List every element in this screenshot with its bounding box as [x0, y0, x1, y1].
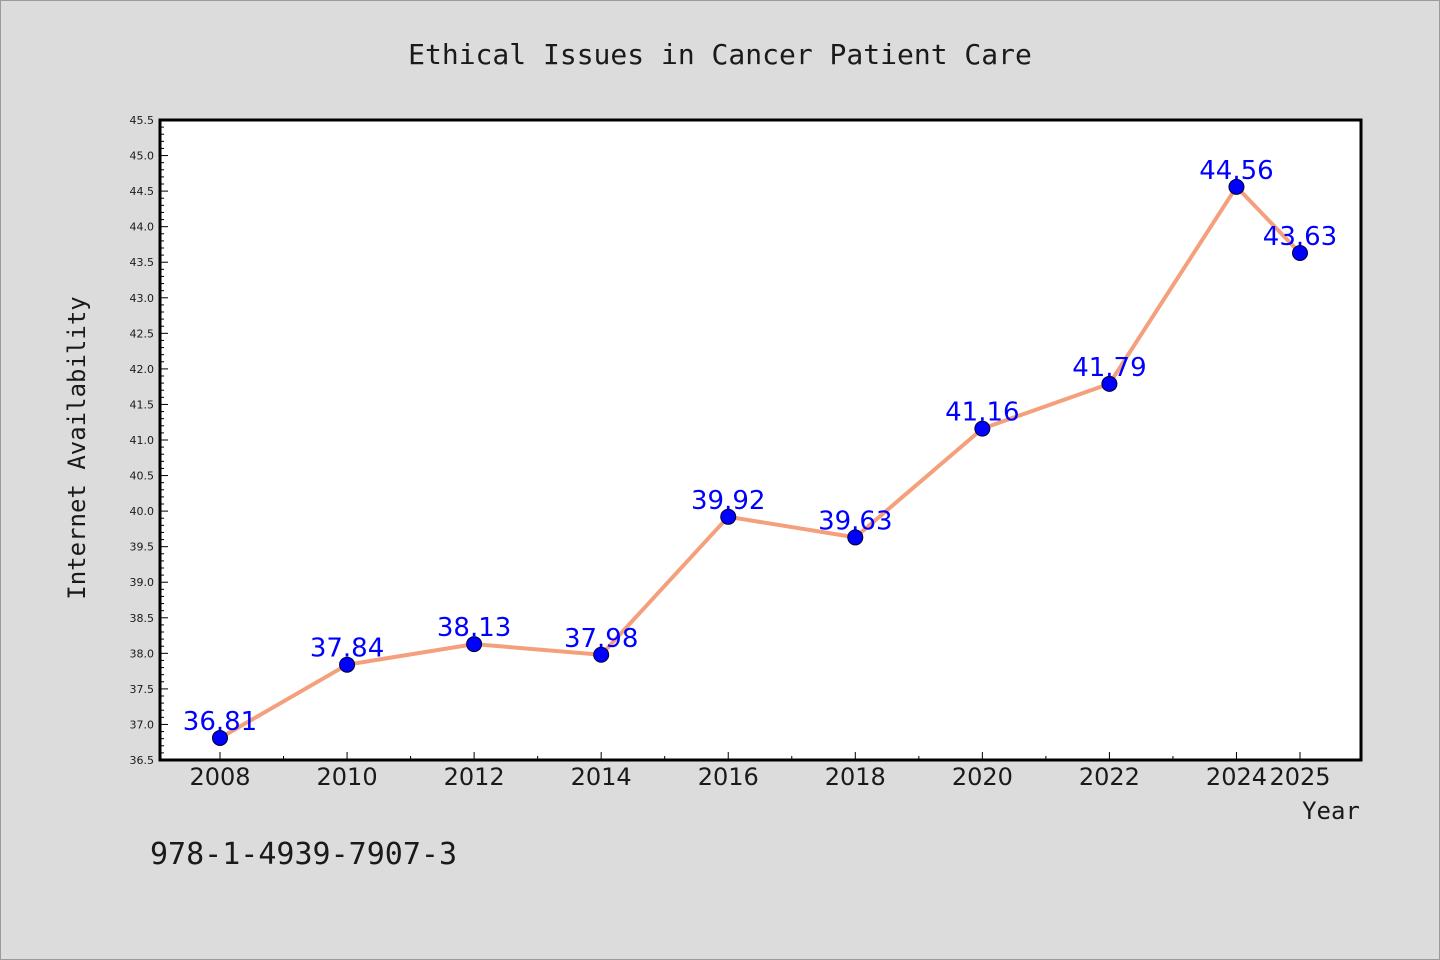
data-label: 44.56: [1199, 156, 1273, 186]
data-point-marker: [466, 636, 483, 653]
x-tick-label: 2025: [1269, 763, 1330, 791]
y-tick-label: 41.0: [130, 434, 155, 447]
x-tick-label: 2022: [1079, 763, 1140, 791]
y-tick-label: 44.0: [130, 221, 155, 234]
y-tick-label: 45.5: [130, 114, 155, 127]
data-point-marker: [339, 656, 356, 673]
y-tick-label: 42.5: [130, 327, 155, 340]
y-axis-label: Internet Availability: [63, 296, 91, 599]
y-tick-label: 43.0: [130, 292, 155, 305]
x-tick-label: 2014: [571, 763, 632, 791]
y-tick-label: 41.5: [130, 398, 155, 411]
data-label: 37.98: [564, 624, 638, 654]
plot-frame: [158, 118, 1363, 762]
data-label: 39.92: [691, 486, 765, 516]
data-point-marker: [974, 420, 991, 437]
x-tick-label: 2024: [1206, 763, 1267, 791]
series-line: [218, 184, 1302, 740]
x-axis-label: Year: [1302, 797, 1360, 825]
y-tick-label: 40.0: [130, 505, 155, 518]
series-markers: [212, 178, 1308, 746]
data-labels: 36.81 37.84 38.13 37.98 39.92 39.63 41.16 41.79…: [183, 156, 1337, 737]
data-label: 38.13: [437, 613, 511, 643]
data-label: 41.79: [1072, 353, 1146, 383]
data-label: 41.16: [945, 398, 1019, 428]
y-tick-label: 38.5: [130, 612, 155, 625]
data-point-marker: [593, 646, 610, 663]
data-point-marker: [1292, 244, 1308, 261]
y-tick-label: 39.0: [130, 576, 155, 589]
data-label: 37.84: [310, 634, 384, 664]
y-tick-label: 37.0: [130, 718, 155, 731]
y-tick-label: 40.5: [130, 470, 155, 483]
data-label: 39.63: [818, 506, 892, 536]
y-tick-label: 43.5: [130, 256, 155, 269]
chart-title: Ethical Issues in Cancer Patient Care: [408, 38, 1032, 71]
x-axis: 2008 2010 2012 2014 2016 2018 2020 2022 2024 2025: [189, 752, 1331, 791]
x-tick-label: 2010: [317, 763, 378, 791]
x-tick-label: 2020: [952, 763, 1013, 791]
data-point-marker: [847, 529, 864, 546]
y-tick-label: 45.0: [130, 150, 155, 163]
plot-area: [160, 120, 1361, 760]
y-tick-label: 39.5: [130, 541, 155, 554]
data-point-marker: [1101, 375, 1118, 392]
x-tick-label: 2018: [825, 763, 886, 791]
data-label: 43.63: [1263, 222, 1337, 252]
y-tick-label: 38.0: [130, 647, 155, 660]
data-label: 36.81: [183, 707, 257, 737]
y-tick-label: 42.0: [130, 363, 155, 376]
data-point-marker: [212, 729, 228, 746]
x-tick-label: 2012: [444, 763, 505, 791]
y-tick-label: 37.5: [130, 683, 155, 696]
y-tick-label: 36.5: [130, 754, 155, 767]
y-tick-label: 44.5: [130, 185, 155, 198]
x-tick-label: 2016: [698, 763, 759, 791]
isbn-text: 978-1-4939-7907-3: [150, 837, 457, 872]
data-point-marker: [720, 508, 737, 525]
data-point-marker: [1228, 178, 1245, 195]
y-axis: 36.5 37.0 37.5 38.0 38.5 39.0 39.5 40.0 40.5 41.0…: [130, 114, 168, 767]
x-tick-label: 2008: [189, 763, 250, 791]
